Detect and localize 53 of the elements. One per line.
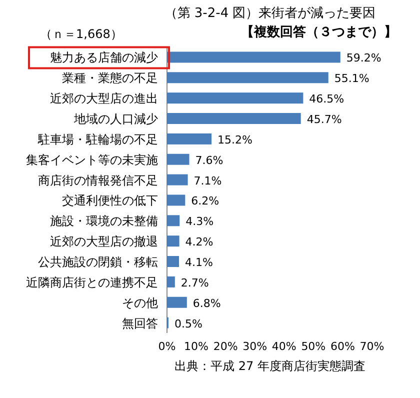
bar <box>167 92 304 104</box>
bar <box>167 236 180 247</box>
x-tick-label: 70% <box>360 340 384 353</box>
x-tick-label: 10% <box>184 340 209 353</box>
data-label: 46.5% <box>309 92 344 106</box>
data-label: 4.1% <box>185 256 213 269</box>
bar <box>167 52 340 63</box>
bar <box>167 174 188 186</box>
bar <box>167 133 212 144</box>
data-label: 15.2% <box>218 133 252 146</box>
x-tick-label: 50% <box>301 340 326 353</box>
text: （ｎ＝1,668） <box>40 27 122 41</box>
y-tick-label: 公共施設の閉鎖・移転 <box>38 255 158 269</box>
y-tick-label: 駐車場・駐輪場の不足 <box>37 132 158 146</box>
title: （第 3-2-4 図）来街者が減った要因 <box>164 6 376 21</box>
data-label: 7.1% <box>194 174 222 188</box>
x-tick-label: 40% <box>272 340 296 353</box>
data-label: 59.2% <box>346 52 382 65</box>
data-label: 6.8% <box>192 296 221 310</box>
data-label: 4.2% <box>185 236 214 249</box>
bar <box>167 113 301 124</box>
y-tick-label: 無回答 <box>122 316 158 330</box>
source-note: 出典：平成 27 年度商店街実態調査 <box>174 359 366 373</box>
x-tick-label: 30% <box>242 340 268 353</box>
bar <box>167 276 175 288</box>
bar <box>167 256 180 267</box>
y-tick-label: 近郊の大型店の撤退 <box>50 234 158 249</box>
x-tick-label: 0% <box>158 340 176 353</box>
y-tick-label: 交通利便性の低下 <box>62 194 158 208</box>
y-tick-label: 商店街の情報発信不足 <box>38 173 158 188</box>
data-label: 45.7% <box>306 113 342 126</box>
y-tick-label: その他 <box>122 296 158 310</box>
x-tick-label: 20% <box>213 340 238 353</box>
bar <box>167 154 190 165</box>
data-label: 6.2% <box>191 194 220 208</box>
data-label: 0.5% <box>174 317 202 330</box>
x-tick-label: 60% <box>330 340 355 353</box>
y-tick-label: 施設・環境の未整備 <box>50 214 158 228</box>
data-label: 7.6% <box>195 154 224 167</box>
y-tick-label: 業種・業態の不足 <box>62 71 158 86</box>
y-tick-label: 近隣商店街との連携不足 <box>26 275 158 290</box>
y-tick-label: 地域の人口減少 <box>73 112 158 126</box>
data-label: 4.3% <box>186 215 214 228</box>
bar <box>167 72 328 84</box>
y-tick-label: 魅力ある店舗の減少 <box>50 50 158 65</box>
bar <box>167 215 180 226</box>
data-label: 55.1% <box>334 72 370 86</box>
bar <box>167 296 187 308</box>
y-tick-label: 集客イベント等の未実施 <box>26 152 158 167</box>
chart-subtitle: 【複数回答（３つまで）】 <box>241 24 397 40</box>
data-label: 2.7% <box>180 276 209 290</box>
bar <box>167 194 186 206</box>
y-tick-label: 近郊の大型店の進出 <box>50 92 158 106</box>
